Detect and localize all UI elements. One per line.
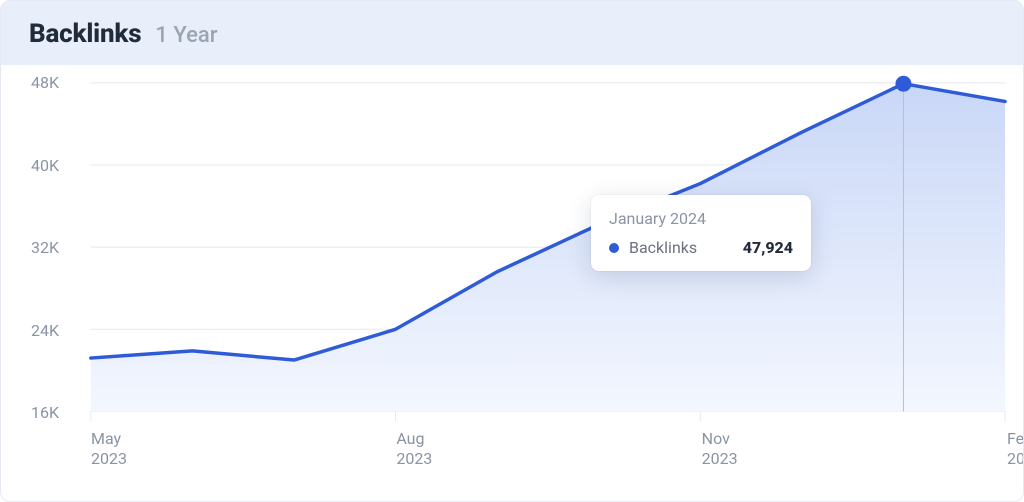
tooltip-row: Backlinks 47,924 <box>609 238 793 257</box>
tooltip-series-dot <box>609 243 619 253</box>
line-chart-svg <box>1 65 1023 501</box>
card-subtitle: 1 Year <box>155 23 217 48</box>
highlight-dot <box>895 76 911 92</box>
x-axis-label: Nov2023 <box>702 429 738 469</box>
tooltip-value: 47,924 <box>743 238 793 257</box>
chart-tooltip: January 2024 Backlinks 47,924 <box>591 195 811 271</box>
x-axis-label: May2023 <box>91 429 127 469</box>
y-axis-label: 16K <box>31 403 59 422</box>
y-axis-label: 48K <box>31 73 59 92</box>
tooltip-month: January 2024 <box>609 209 793 228</box>
y-axis-label: 40K <box>31 156 59 175</box>
y-axis-label: 24K <box>31 321 59 340</box>
y-axis-label: 32K <box>31 238 59 257</box>
chart-area[interactable]: 16K 24K 32K 40K 48K May2023 Aug2023 Nov2023 Feb… <box>1 65 1023 501</box>
card-title: Backlinks <box>29 19 141 49</box>
tooltip-series-label: Backlinks <box>629 238 697 257</box>
x-axis-label: Feb2024 <box>1007 429 1024 469</box>
card-header: Backlinks 1 Year <box>1 1 1023 65</box>
backlinks-card: Backlinks 1 Year 16K 24K 32K 40K 48K May2023… <box>0 0 1024 502</box>
x-axis-label: Aug2023 <box>396 429 432 469</box>
